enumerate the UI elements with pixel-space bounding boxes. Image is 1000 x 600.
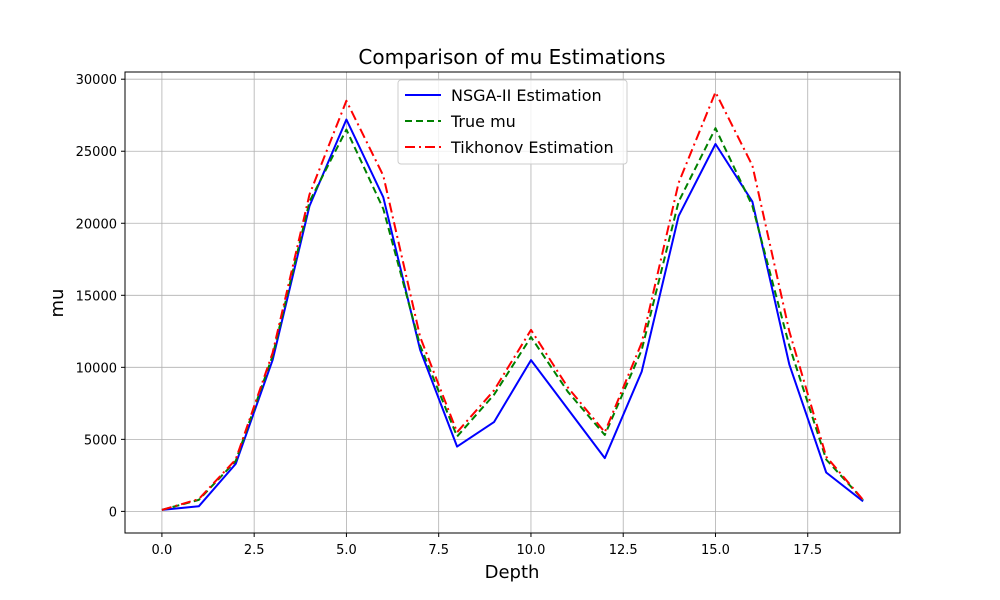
x-tick-label: 17.5: [793, 543, 822, 558]
y-tick-label: 5000: [84, 433, 117, 448]
y-tick-label: 10000: [76, 361, 117, 376]
y-axis-label: mu: [47, 289, 68, 318]
y-tick-label: 25000: [76, 145, 117, 160]
legend-label-0: NSGA-II Estimation: [451, 86, 602, 105]
x-tick-label: 15.0: [701, 543, 730, 558]
x-tick-label: 12.5: [609, 543, 638, 558]
legend: NSGA-II Estimation True mu Tikhonov Estima…: [397, 79, 628, 165]
x-tick-label: 5.0: [336, 543, 357, 558]
legend-label-1: True mu: [450, 112, 516, 131]
x-axis: 0.0 2.5 5.0 7.5 10.0 12.5 15.0 17.5: [152, 533, 822, 558]
y-tick-label: 20000: [76, 217, 117, 232]
series-line-0: [161, 118, 864, 511]
plot-frame: [124, 71, 901, 534]
x-tick-label: 0.0: [152, 543, 173, 558]
series-line-2: [161, 91, 864, 511]
y-axis: 0 5000 10000 15000 20000 25000 30000: [76, 73, 125, 520]
legend-box: [397, 79, 628, 165]
y-tick-label: 15000: [76, 289, 117, 304]
x-tick-label: 7.5: [428, 543, 449, 558]
x-tick-label: 10.0: [516, 543, 545, 558]
x-tick-label: 2.5: [244, 543, 265, 558]
y-tick-label: 0: [109, 505, 117, 520]
y-tick-label: 30000: [76, 73, 117, 88]
chart-title: Comparison of mu Estimations: [358, 45, 665, 69]
series-lines: [161, 91, 864, 511]
legend-label-2: Tikhonov Estimation: [450, 138, 614, 157]
series-line-1: [161, 127, 864, 511]
x-axis-label: Depth: [485, 562, 540, 583]
